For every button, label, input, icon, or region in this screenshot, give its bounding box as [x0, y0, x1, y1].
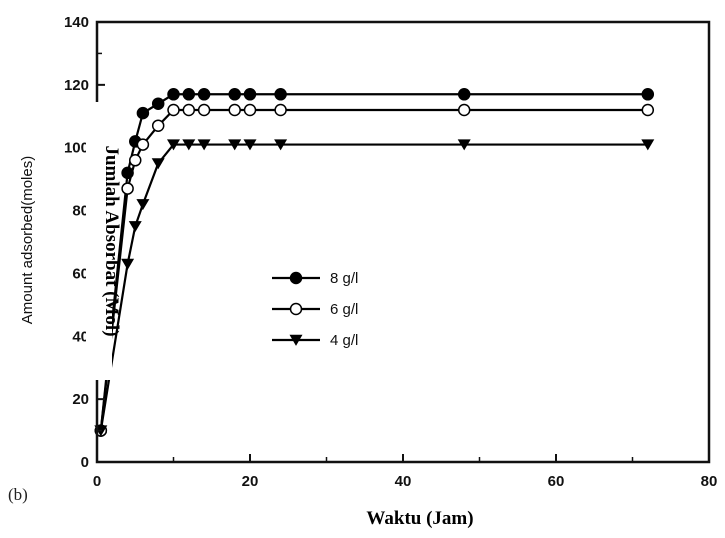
y-tick-label: 40 — [72, 328, 89, 345]
data-point — [167, 103, 180, 117]
y-tick-label: 20 — [72, 391, 89, 408]
y-tick-label: 100 — [64, 140, 89, 157]
x-tick-label: 20 — [242, 473, 259, 490]
data-point — [274, 88, 287, 101]
data-point — [457, 103, 471, 117]
data-point — [182, 139, 196, 151]
data-point — [641, 139, 655, 151]
data-point — [641, 103, 655, 117]
data-point — [136, 106, 150, 120]
data-point — [121, 182, 134, 195]
y-tick-label: 80 — [72, 203, 89, 220]
data-point — [151, 158, 165, 170]
legend: 8 g/l 6 g/l 4 g/l — [272, 270, 358, 349]
y-tick-label: 60 — [72, 265, 89, 282]
data-point — [457, 139, 471, 151]
data-point — [274, 139, 288, 151]
data-point — [128, 221, 142, 233]
data-point — [197, 103, 211, 117]
legend-label: 8 g/l — [330, 270, 358, 287]
x-axis-title: Waktu (Jam) — [366, 508, 473, 529]
data-point — [129, 154, 142, 167]
data-point — [228, 139, 242, 151]
data-point — [243, 103, 257, 117]
data-point — [243, 139, 257, 151]
data-point — [121, 258, 135, 270]
series-line-2 — [99, 108, 648, 431]
y-axis-title-original: Amount adsorbed(moles) — [19, 156, 36, 324]
data-point — [641, 88, 655, 101]
series-line-3 — [99, 143, 648, 431]
data-point — [151, 97, 165, 110]
y-axis-title-overlay: Jumlah Absorbat (Mol) — [101, 145, 122, 336]
data-point — [136, 199, 150, 211]
y-tick-label: 140 — [64, 14, 89, 31]
data-point — [228, 88, 241, 101]
legend-marker — [289, 302, 303, 316]
panel-label: (b) — [8, 485, 28, 504]
data-point — [274, 103, 287, 117]
data-point — [182, 88, 196, 101]
x-tick-label: 40 — [395, 473, 412, 490]
data-point — [243, 88, 257, 101]
y-tick-label: 0 — [81, 454, 89, 471]
y-tick-label: 120 — [64, 77, 89, 94]
overlay-label-background — [86, 102, 112, 380]
x-tick-label: 60 — [548, 473, 565, 490]
data-point — [197, 88, 211, 101]
x-tick-label: 80 — [701, 473, 718, 490]
data-point — [167, 139, 180, 151]
legend-marker — [289, 334, 303, 346]
data-point — [457, 88, 471, 101]
plot-frame — [95, 20, 711, 464]
legend-label: 6 g/l — [330, 301, 358, 318]
data-point — [167, 88, 180, 101]
x-tick-label: 0 — [93, 473, 101, 490]
legend-label: 4 g/l — [330, 332, 358, 349]
data-point — [151, 119, 165, 132]
data-point — [197, 139, 211, 151]
legend-marker — [289, 271, 303, 285]
data-point — [228, 103, 241, 117]
data-point — [182, 103, 196, 117]
data-point — [136, 138, 150, 151]
